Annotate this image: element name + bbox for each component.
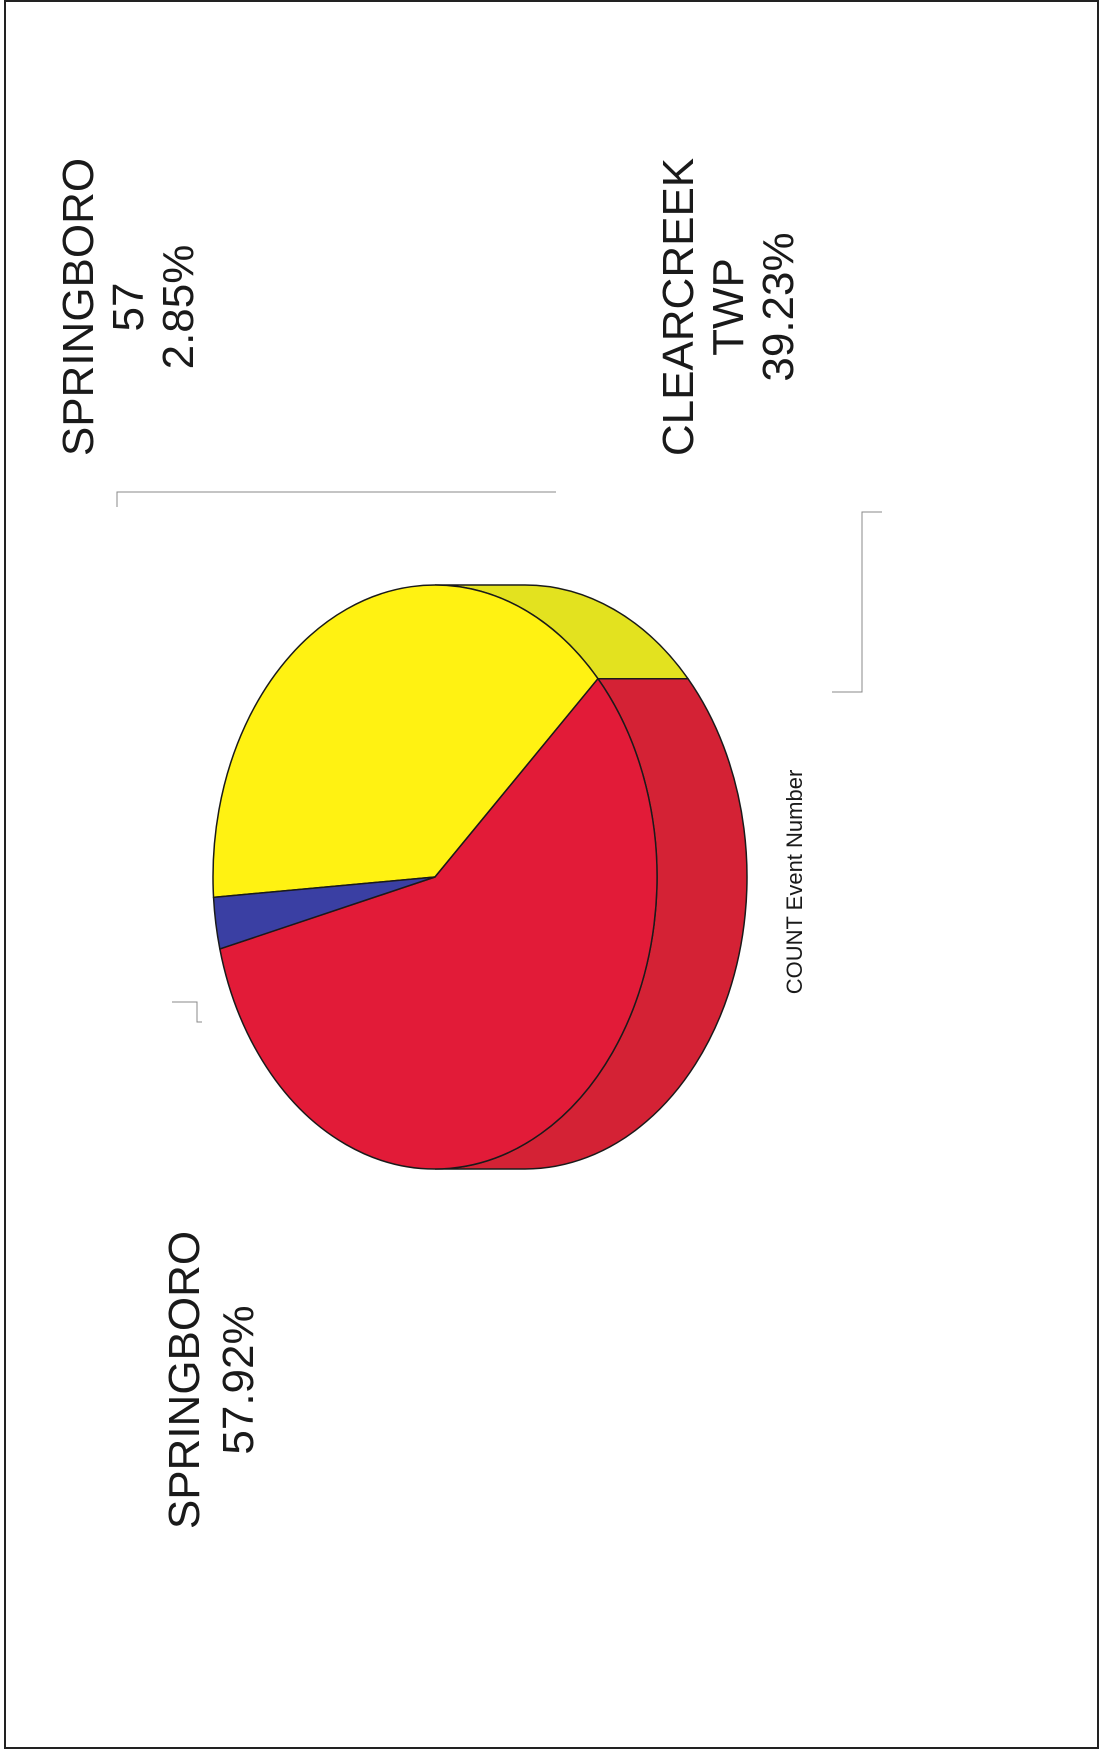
leader-lines <box>116 491 882 1023</box>
page-frame <box>4 0 1099 1749</box>
slice-label-clearcreek-percent: 39.23% <box>754 232 803 381</box>
pie-slice-0 <box>219 677 658 1170</box>
slice-label-springboro-small-name: SPRINGBORO <box>54 158 103 456</box>
slice-label-springboro-small-percent: 2.85% <box>154 245 203 370</box>
leader-line-clearcreek <box>832 511 882 693</box>
leader-line-springboro-small <box>116 491 556 507</box>
pie-slices <box>212 584 748 1170</box>
slice-label-springboro-small-count: 57 <box>104 283 153 332</box>
slice-label-clearcreek-twp: TWP <box>704 258 753 356</box>
slice-label-clearcreek-name: CLEARCREEK <box>654 158 703 456</box>
chart-caption: COUNT Event Number <box>782 770 807 995</box>
leader-line-springboro-large <box>172 1001 202 1023</box>
slice-label-springboro-large-percent: 57.92% <box>214 1305 263 1454</box>
slice-label-springboro-large-name: SPRINGBORO <box>160 1231 209 1529</box>
pie-slice-1 <box>212 876 436 950</box>
pie-slice-2 <box>212 584 599 899</box>
